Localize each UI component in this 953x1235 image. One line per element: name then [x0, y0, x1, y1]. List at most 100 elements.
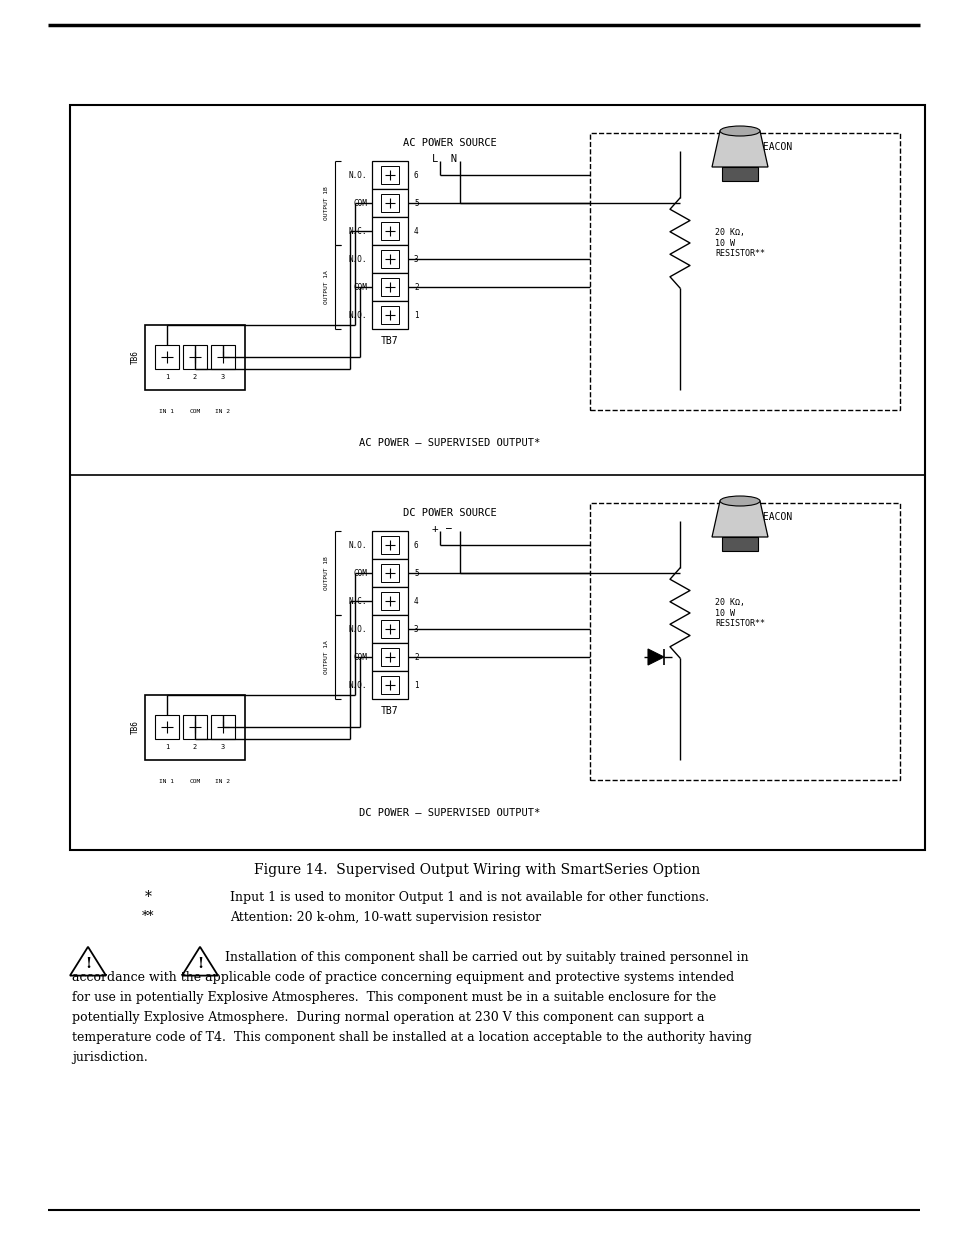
Text: !: !: [196, 957, 203, 971]
Bar: [70, 105, 924, 850]
Text: N.O.: N.O.: [348, 254, 367, 263]
Text: temperature code of T4.  This component shall be installed at a location accepta: temperature code of T4. This component s…: [71, 1031, 751, 1045]
Text: TB6: TB6: [131, 720, 139, 734]
Text: 6: 6: [414, 541, 418, 550]
Text: OUTPUT 1B: OUTPUT 1B: [324, 186, 329, 220]
Bar: [380, 222, 398, 240]
Bar: [154, 345, 179, 369]
Polygon shape: [711, 501, 767, 537]
Bar: [589, 503, 899, 781]
Text: BEACON: BEACON: [757, 142, 792, 152]
Bar: [380, 592, 398, 610]
Bar: [372, 245, 408, 273]
Polygon shape: [647, 650, 663, 664]
Bar: [183, 345, 207, 369]
Text: 2: 2: [193, 374, 197, 380]
Text: N.O.: N.O.: [348, 625, 367, 634]
Bar: [380, 564, 398, 582]
Bar: [372, 643, 408, 671]
Text: COM: COM: [353, 283, 367, 291]
Bar: [380, 165, 398, 184]
Bar: [145, 694, 245, 760]
Bar: [589, 133, 899, 410]
Bar: [372, 671, 408, 699]
Text: AC POWER SOURCE: AC POWER SOURCE: [403, 138, 497, 148]
Bar: [211, 345, 234, 369]
Text: 6: 6: [414, 170, 418, 179]
Bar: [372, 217, 408, 245]
Text: IN 1: IN 1: [159, 779, 174, 784]
Text: 1: 1: [414, 680, 418, 689]
Ellipse shape: [720, 496, 760, 506]
Text: 4: 4: [414, 597, 418, 605]
Text: OUTPUT 1B: OUTPUT 1B: [324, 556, 329, 590]
Text: DC POWER – SUPERVISED OUTPUT*: DC POWER – SUPERVISED OUTPUT*: [359, 808, 540, 818]
Bar: [380, 536, 398, 555]
Bar: [721, 167, 758, 182]
Text: !: !: [85, 957, 91, 971]
Text: *: *: [144, 890, 152, 904]
Text: Installation of this component shall be carried out by suitably trained personne: Installation of this component shall be …: [225, 951, 748, 965]
Bar: [372, 189, 408, 217]
Text: 2: 2: [414, 652, 418, 662]
Text: BEACON: BEACON: [757, 513, 792, 522]
Text: 3: 3: [414, 625, 418, 634]
Text: jurisdiction.: jurisdiction.: [71, 1051, 148, 1065]
Text: 3: 3: [221, 374, 225, 380]
Text: TB7: TB7: [381, 706, 398, 716]
Text: L  N: L N: [432, 154, 457, 164]
Text: for use in potentially Explosive Atmospheres.  This component must be in a suita: for use in potentially Explosive Atmosph…: [71, 992, 716, 1004]
Bar: [145, 325, 245, 389]
Text: Input 1 is used to monitor Output 1 and is not available for other functions.: Input 1 is used to monitor Output 1 and …: [230, 890, 708, 904]
Text: IN 2: IN 2: [215, 779, 231, 784]
Text: IN 1: IN 1: [159, 409, 174, 414]
Text: 1: 1: [165, 743, 169, 750]
Text: + −: + −: [432, 524, 452, 534]
Bar: [372, 161, 408, 189]
Text: potentially Explosive Atmosphere.  During normal operation at 230 V this compone: potentially Explosive Atmosphere. During…: [71, 1011, 703, 1025]
Bar: [154, 715, 179, 739]
Text: 1: 1: [165, 374, 169, 380]
Text: 20 KΩ,
10 W
RESISTOR**: 20 KΩ, 10 W RESISTOR**: [714, 598, 764, 627]
Text: Figure 14.  Supervised Output Wiring with SmartSeries Option: Figure 14. Supervised Output Wiring with…: [253, 863, 700, 877]
Bar: [372, 615, 408, 643]
Text: 3: 3: [221, 743, 225, 750]
Bar: [372, 587, 408, 615]
Bar: [380, 278, 398, 296]
Bar: [380, 306, 398, 324]
Text: 5: 5: [414, 199, 418, 207]
Text: COM: COM: [190, 409, 200, 414]
Bar: [372, 273, 408, 301]
Text: COM: COM: [353, 652, 367, 662]
Text: N.C.: N.C.: [348, 226, 367, 236]
Ellipse shape: [720, 126, 760, 136]
Bar: [380, 648, 398, 666]
Text: IN 2: IN 2: [215, 409, 231, 414]
Text: 2: 2: [193, 743, 197, 750]
Bar: [380, 249, 398, 268]
Text: AC POWER – SUPERVISED OUTPUT*: AC POWER – SUPERVISED OUTPUT*: [359, 438, 540, 448]
Text: 20 KΩ,
10 W
RESISTOR**: 20 KΩ, 10 W RESISTOR**: [714, 228, 764, 258]
Text: N.O.: N.O.: [348, 170, 367, 179]
Text: accordance with the applicable code of practice concerning equipment and protect: accordance with the applicable code of p…: [71, 972, 734, 984]
Text: **: **: [142, 910, 154, 924]
Text: COM: COM: [353, 568, 367, 578]
Bar: [380, 620, 398, 638]
Text: N.C.: N.C.: [348, 597, 367, 605]
Text: 3: 3: [414, 254, 418, 263]
Text: OUTPUT 1A: OUTPUT 1A: [324, 640, 329, 674]
Text: 4: 4: [414, 226, 418, 236]
Text: 1: 1: [414, 310, 418, 320]
Bar: [380, 676, 398, 694]
Text: DC POWER SOURCE: DC POWER SOURCE: [403, 508, 497, 517]
Bar: [372, 559, 408, 587]
Text: TB6: TB6: [131, 350, 139, 364]
Text: COM: COM: [353, 199, 367, 207]
Text: COM: COM: [190, 779, 200, 784]
Text: OUTPUT 1A: OUTPUT 1A: [324, 270, 329, 304]
Text: N.O.: N.O.: [348, 541, 367, 550]
Text: 2: 2: [414, 283, 418, 291]
Bar: [380, 194, 398, 212]
Bar: [372, 301, 408, 329]
Text: TB7: TB7: [381, 336, 398, 346]
